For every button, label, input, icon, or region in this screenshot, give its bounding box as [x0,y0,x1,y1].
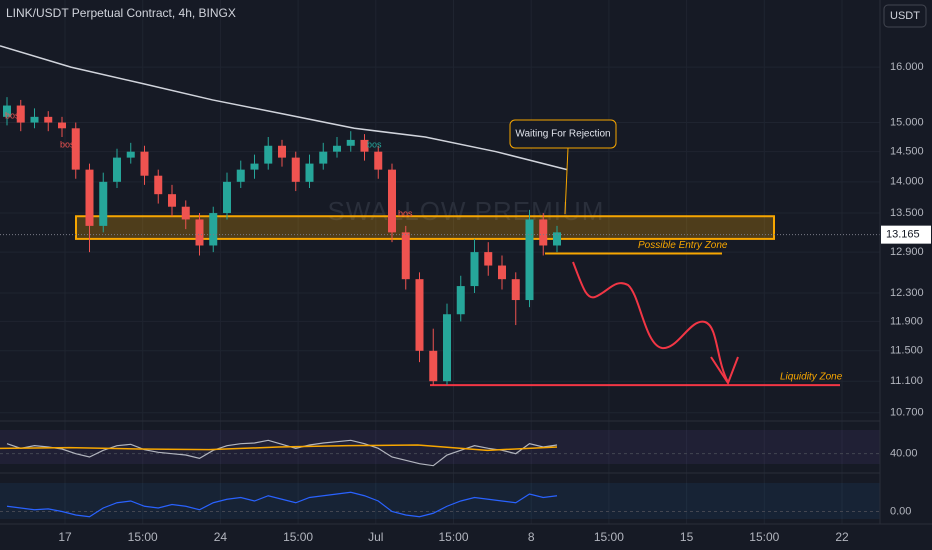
candle-body [525,219,534,301]
x-tick-label: 8 [528,530,535,544]
candle-body [264,145,273,164]
candle-body [415,279,424,351]
candle-body [250,163,259,170]
candle-body [44,116,53,123]
candle-body [553,232,561,246]
x-tick-label: 15 [680,530,694,544]
candle-body [113,157,121,182]
candle-body [154,175,163,195]
axis-labels: 16.000 15.000 14.500 14.000 13.500 12.900 12.3… [58,61,931,544]
pane-tick-label: 0.00 [890,505,911,517]
candle-body [539,219,548,246]
x-tick-label: 15:00 [749,530,779,544]
y-tick-label: 12.300 [890,287,924,299]
bos-label: bos [60,139,75,149]
callout-box [509,119,617,149]
candle-body [16,105,25,123]
y-tick-label: 15.000 [890,116,924,128]
indicator-line [6,491,558,518]
y-tick-label: 12.900 [890,246,924,258]
currency: USDT [890,10,920,22]
candle-body [374,151,383,170]
projection-arrow [710,356,739,386]
candle-body [470,252,479,287]
candle-body [140,151,149,176]
pane-band [0,483,880,519]
candle-body [30,116,39,123]
x-tick-label: 22 [835,530,849,544]
candle-body [3,105,11,117]
pane-tick-label: 40.00 [890,448,918,460]
x-tick-label: 15:00 [594,530,624,544]
candle-body [429,350,438,382]
candle-body [333,145,341,152]
last-price-label: 13.165 [886,229,920,241]
candle-body [305,163,314,182]
x-tick-label: Jul [368,530,383,544]
y-tick-label: 14.000 [890,176,924,188]
candle-body [319,151,328,164]
candle-body [58,122,66,129]
candle-body [346,139,355,146]
liquidity-label: Liquidity Zone [780,372,843,383]
y-tick-label: 11.900 [890,315,923,327]
bos-label: bos [398,208,413,218]
candle-body [511,279,520,301]
price-axis [880,0,932,550]
candle-body [484,252,493,266]
candle-body [85,169,94,226]
chart-title: LINK/USDT Perpetual Contract, 4h, BINGX [6,6,236,20]
callout-text: Waiting For Rejection [515,129,610,140]
long-ma-line [0,45,568,171]
signal-line [0,444,558,452]
candle-body [126,151,135,158]
candle-body [181,206,190,220]
y-tick-label: 11.500 [890,345,923,357]
candle-body [236,169,245,182]
last-price-badge [881,225,931,244]
candle-body [360,139,369,152]
entry-label: Possible Entry Zone [638,240,728,251]
y-tick-label: 16.000 [890,61,924,73]
candle-body [291,157,300,182]
candle-body [443,314,451,382]
projection-path [572,261,729,383]
y-tick-label: 13.500 [890,207,924,219]
currency-badge[interactable] [883,4,927,28]
candle-body [209,213,218,246]
y-tick-label: 10.700 [890,407,924,419]
x-tick-label: 17 [58,530,72,544]
candle-body [278,145,286,158]
candle-body [401,232,410,280]
callout-pointer [564,147,569,215]
candle-body [168,194,176,207]
candle-body [388,169,396,233]
x-tick-label: 15:00 [283,530,313,544]
candle-body [99,181,108,226]
candle-body [456,286,465,315]
resistance-zone [75,215,775,240]
watermark: SWALLOW PREMIUM [328,196,605,226]
plot: Possible Entry Zone Liquidity Zone bos bos b… [0,45,880,518]
x-tick-label: 15:00 [128,530,158,544]
x-tick-label: 24 [214,530,228,544]
y-tick-label: 14.500 [890,146,924,158]
candle-body [223,181,231,214]
bos-label: bos [367,139,382,149]
candle-body [71,128,80,170]
x-tick-label: 15:00 [438,530,468,544]
y-tick-label: 11.100 [890,375,923,387]
candle-body [195,219,204,246]
bos-label: bos [5,110,20,120]
candle-body [498,265,506,280]
